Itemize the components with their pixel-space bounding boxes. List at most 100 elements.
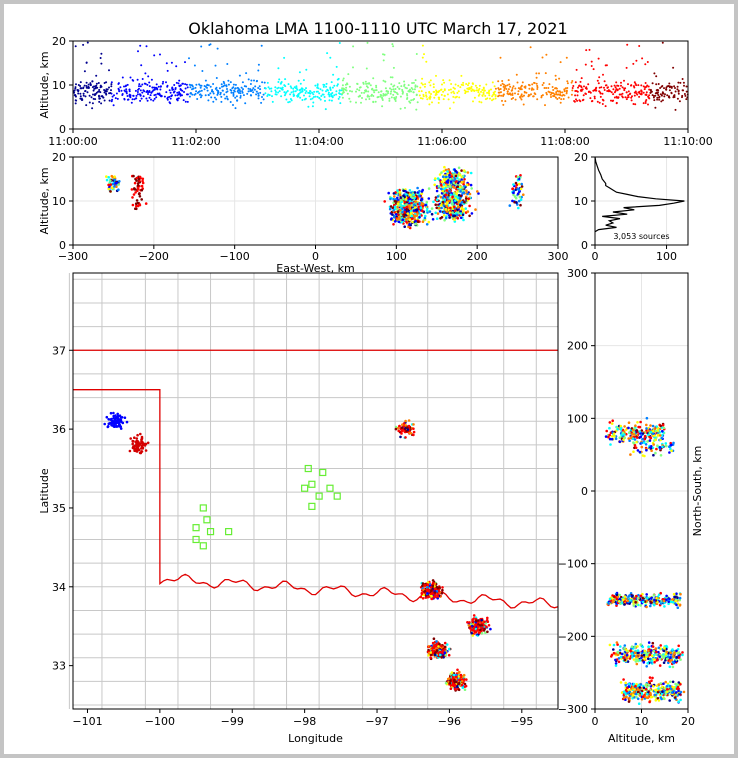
- source-point: [136, 78, 139, 81]
- source-point: [261, 81, 264, 84]
- source-point: [123, 97, 126, 100]
- source-point: [557, 93, 560, 96]
- source-point: [255, 80, 258, 83]
- source-point: [553, 93, 556, 96]
- source-point: [457, 90, 460, 93]
- source-point: [428, 103, 431, 106]
- source-point: [369, 84, 372, 87]
- source-point: [674, 108, 677, 111]
- source-point: [238, 89, 241, 91]
- source-point: [579, 80, 582, 83]
- source-point: [622, 598, 625, 601]
- source-point: [128, 88, 131, 91]
- source-point: [134, 449, 138, 453]
- source-point: [634, 446, 638, 450]
- lma-station-marker: [199, 504, 207, 512]
- source-point: [387, 92, 389, 95]
- source-point: [628, 431, 631, 434]
- source-point: [450, 199, 454, 203]
- source-point: [435, 640, 438, 643]
- source-point: [328, 95, 331, 98]
- source-point: [316, 86, 319, 89]
- source-point: [382, 53, 384, 56]
- source-point: [393, 195, 396, 198]
- lma-station-marker: [319, 468, 327, 477]
- x-tick-label: 11:02:00: [171, 135, 220, 148]
- source-point: [140, 188, 144, 192]
- source-point: [451, 682, 455, 685]
- source-point: [198, 83, 201, 86]
- source-point: [617, 657, 621, 660]
- source-point: [633, 81, 636, 84]
- source-point: [436, 195, 440, 198]
- source-point: [672, 441, 675, 445]
- source-point: [392, 85, 395, 88]
- source-point: [507, 79, 510, 82]
- source-point: [445, 189, 448, 192]
- source-point: [289, 93, 292, 96]
- source-point: [677, 92, 680, 95]
- source-point: [341, 79, 344, 82]
- source-point: [458, 96, 461, 99]
- source-point: [617, 96, 620, 99]
- source-point: [98, 88, 101, 91]
- source-point: [491, 81, 494, 84]
- source-point: [671, 665, 675, 669]
- source-point: [424, 203, 428, 207]
- source-point: [437, 101, 440, 104]
- source-point: [204, 94, 207, 97]
- source-point: [157, 85, 160, 88]
- source-point: [220, 83, 223, 86]
- source-point: [191, 88, 193, 91]
- source-point: [400, 85, 403, 88]
- source-point: [632, 433, 636, 436]
- source-point: [363, 91, 366, 94]
- source-point: [504, 100, 507, 103]
- source-point: [624, 96, 627, 99]
- source-point: [416, 186, 419, 190]
- source-point: [609, 90, 612, 93]
- source-point: [443, 191, 447, 195]
- source-point: [358, 89, 361, 92]
- source-point: [433, 644, 436, 648]
- source-point: [447, 98, 450, 101]
- source-point: [640, 697, 644, 701]
- source-point: [411, 196, 414, 200]
- source-point: [652, 443, 655, 446]
- source-point: [200, 45, 203, 48]
- lma-station-marker: [192, 535, 200, 544]
- source-point: [491, 95, 494, 98]
- source-point: [502, 103, 505, 106]
- source-point: [79, 81, 82, 84]
- source-point: [100, 102, 103, 105]
- source-point: [502, 94, 505, 97]
- source-point: [483, 620, 486, 624]
- source-point: [449, 679, 452, 682]
- source-point: [80, 87, 83, 90]
- source-point: [125, 420, 129, 424]
- source-point: [514, 196, 518, 200]
- source-point: [136, 93, 139, 96]
- source-point: [651, 82, 654, 85]
- x-tick-label: −100: [220, 250, 250, 263]
- source-point: [514, 87, 517, 90]
- source-point: [434, 651, 437, 654]
- source-point: [458, 197, 462, 200]
- source-point: [529, 46, 532, 49]
- source-point: [229, 81, 232, 84]
- source-point: [625, 66, 628, 69]
- source-point: [247, 90, 250, 93]
- source-point: [651, 645, 655, 648]
- source-point: [421, 202, 425, 206]
- source-point: [407, 84, 410, 87]
- source-point: [398, 424, 401, 428]
- source-point: [398, 188, 401, 192]
- source-point: [299, 91, 302, 94]
- source-point: [232, 83, 235, 86]
- source-point: [370, 93, 373, 96]
- source-point: [587, 83, 590, 86]
- source-point: [434, 177, 437, 180]
- source-point: [672, 66, 675, 69]
- source-point: [212, 92, 215, 95]
- source-point: [571, 87, 574, 89]
